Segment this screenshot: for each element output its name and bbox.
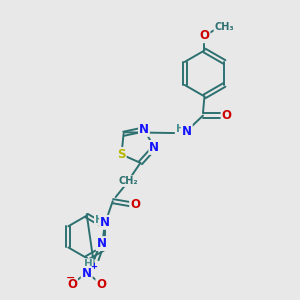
Text: O: O (96, 278, 106, 291)
Text: H: H (176, 124, 184, 134)
Text: O: O (130, 198, 140, 211)
Text: N: N (97, 237, 106, 250)
Text: H: H (84, 259, 93, 269)
Text: S: S (117, 148, 126, 161)
Text: N: N (100, 216, 110, 229)
Text: CH₃: CH₃ (214, 22, 234, 32)
Text: N: N (139, 123, 149, 136)
Text: H: H (95, 215, 103, 225)
Text: O: O (67, 278, 77, 291)
Text: N: N (149, 141, 159, 154)
Text: N: N (82, 267, 92, 280)
Text: CH₂: CH₂ (118, 176, 138, 186)
Text: O: O (200, 29, 209, 42)
Text: −: − (65, 273, 75, 283)
Text: O: O (222, 109, 232, 122)
Text: +: + (91, 262, 98, 271)
Text: N: N (182, 125, 192, 138)
